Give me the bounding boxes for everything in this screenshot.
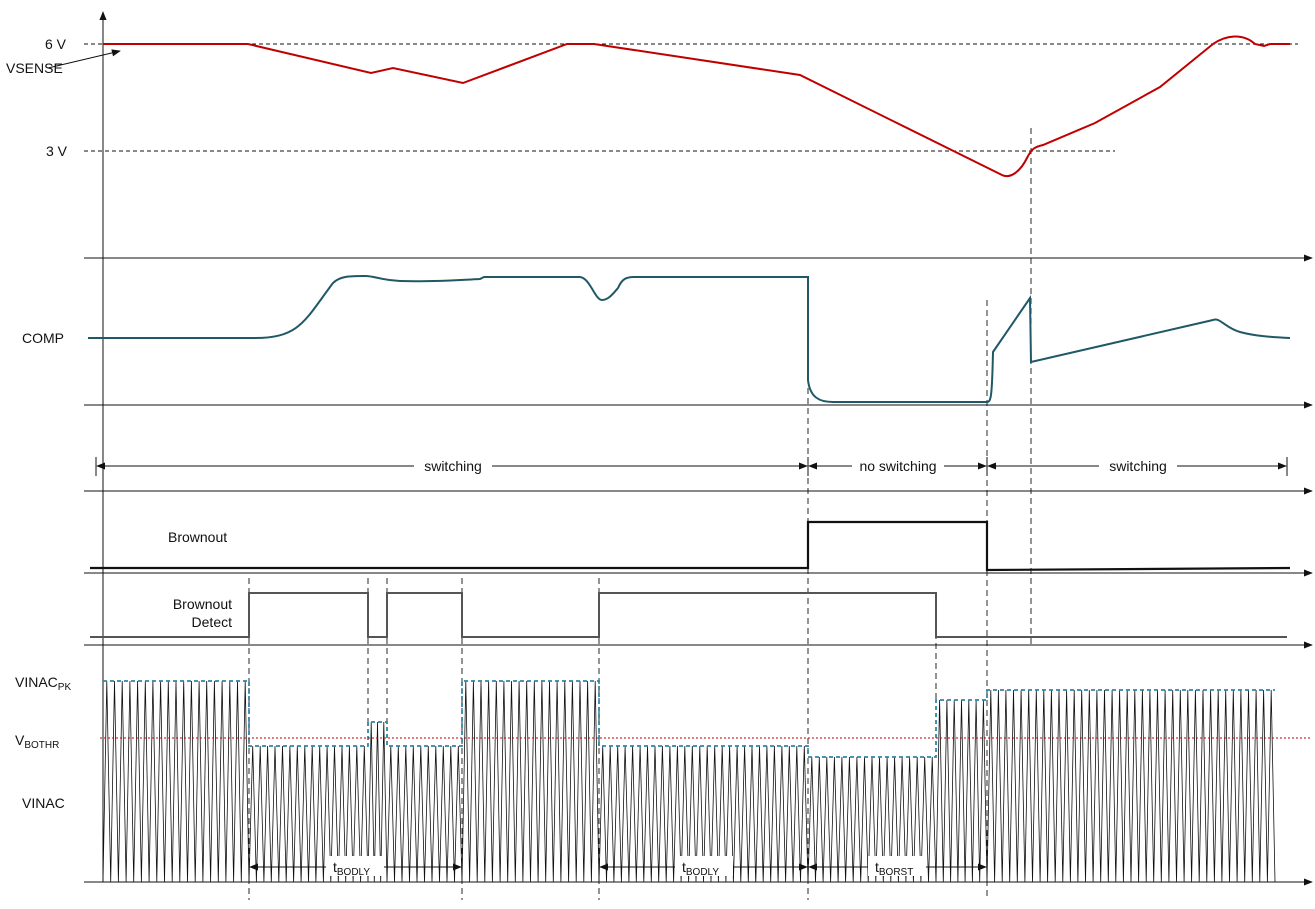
- comp-trace: [88, 274, 1291, 403]
- timing-labels: tBODLY tBODLY tBORST: [326, 856, 926, 878]
- phase-label: switching: [424, 458, 482, 474]
- vinac-half-cycles: [102, 680, 1276, 883]
- brownout-trace: [90, 520, 1291, 572]
- signal-labels: 6 V VSENSE 3 V COMP Brownout Brownout De…: [6, 36, 232, 811]
- timing-label: tBODLY: [682, 859, 719, 878]
- label-vbothr: VBOTHR: [15, 732, 59, 751]
- label-vsense: VSENSE: [6, 60, 63, 76]
- label-brownout: Brownout: [168, 529, 227, 545]
- label-brownout-detect-1: Brownout: [173, 596, 232, 612]
- phase-label: switching: [1109, 458, 1167, 474]
- label-vinac-pk: VINACPK: [15, 674, 71, 693]
- vsense-callout-arrow: [47, 49, 121, 69]
- time-markers: [248, 128, 1032, 900]
- vinac-waveform: [102, 680, 1276, 883]
- brownout-detect-trace: [90, 592, 1287, 638]
- phase-label: no switching: [859, 458, 936, 474]
- label-3v: 3 V: [46, 143, 68, 159]
- timing-label: tBODLY: [333, 859, 370, 878]
- label-comp: COMP: [22, 330, 64, 346]
- phase-labels: switching no switching switching: [414, 458, 1177, 474]
- vinac-envelope: [103, 680, 1275, 758]
- axes: [84, 11, 1313, 886]
- vsense-trace: [103, 35, 1290, 177]
- reference-lines: [84, 43, 1298, 152]
- label-brownout-detect-2: Detect: [192, 614, 233, 630]
- label-6v: 6 V: [45, 36, 67, 52]
- timing-label: tBORST: [875, 859, 913, 878]
- label-vinac: VINAC: [22, 795, 65, 811]
